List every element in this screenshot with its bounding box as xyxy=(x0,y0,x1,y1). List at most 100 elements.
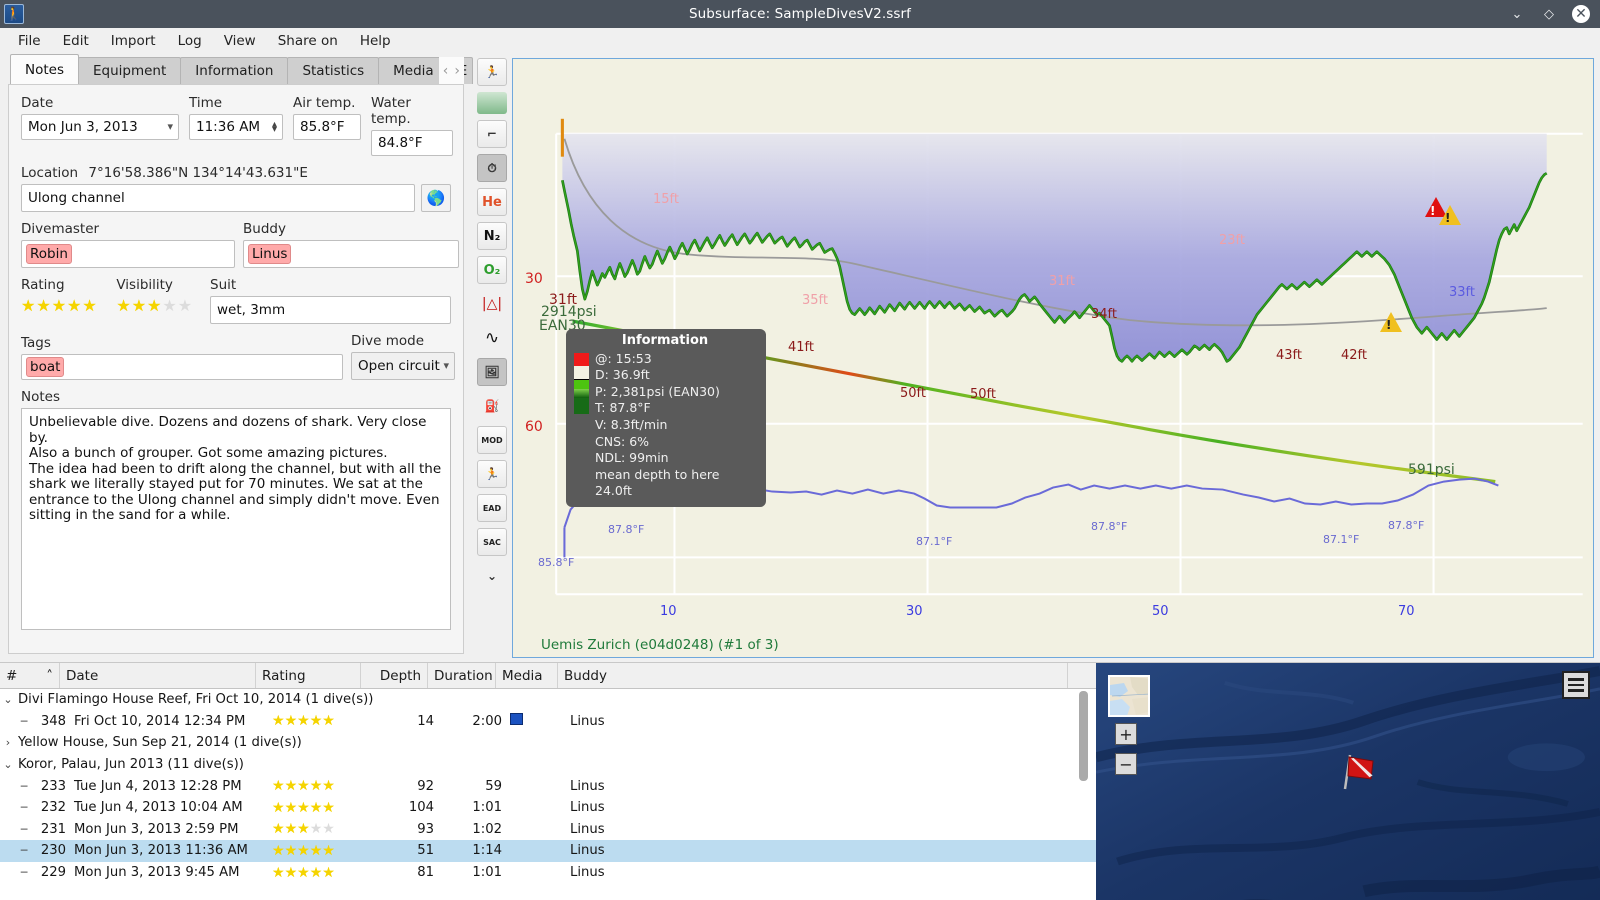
menu-log[interactable]: Log xyxy=(177,32,202,49)
dive-duration: 1:14 xyxy=(472,843,502,859)
map-bathymetry xyxy=(1096,663,1600,900)
ndl-tts-icon[interactable]: 🏃 xyxy=(477,460,507,488)
x-tick: 30 xyxy=(906,604,923,619)
notes-pane: Date Mon Jun 3, 2013 ▾ Time 11:36 AM ▴ ▾ … xyxy=(8,84,464,654)
show-ceiling-icon[interactable]: ⌐ xyxy=(477,120,507,148)
rating-stars[interactable]: ★★★★★ xyxy=(21,296,106,316)
show-photos-icon[interactable]: 🖼 xyxy=(477,358,507,386)
star-filled-icon: ★ xyxy=(297,778,310,795)
star-filled-icon: ★ xyxy=(272,842,285,859)
chevron-down-icon[interactable]: ⌄ xyxy=(3,758,13,772)
dive-list-row[interactable]: ─ 230 Mon Jun 3, 2013 11:36 AM ★★★★★ 51 1:14 L… xyxy=(0,840,1096,862)
map-overview-thumbnail[interactable] xyxy=(1108,675,1150,717)
sac-icon-glyph: SAC xyxy=(483,537,501,547)
heartrate-icon[interactable]: ∿ xyxy=(477,324,507,352)
tab-statistics[interactable]: Statistics xyxy=(287,57,380,84)
menu-edit[interactable]: Edit xyxy=(62,32,89,49)
column-rating[interactable]: Rating xyxy=(256,663,361,688)
star-empty-icon[interactable]: ★ xyxy=(162,296,178,315)
show-tissues-icon[interactable]: ⏱ xyxy=(477,154,507,182)
minimize-button[interactable]: ⌄ xyxy=(1511,6,1523,22)
column-buddy[interactable]: Buddy xyxy=(558,663,1068,688)
depth-annotation: 23ft xyxy=(1219,233,1245,248)
buddy-input[interactable]: Linus xyxy=(243,240,459,268)
information-tooltip: Information @: 15:53 D: 36.9ft P: 2,381p… xyxy=(566,329,766,507)
dive-profile-chart[interactable]: 30 60 31ft 2914psi EAN30 591psi 15ft 40f… xyxy=(512,58,1594,658)
tab-information[interactable]: Information xyxy=(180,57,289,84)
maximize-button[interactable]: ◇ xyxy=(1544,6,1554,22)
dive-list-row[interactable]: ─ 232 Tue Jun 4, 2013 10:04 AM ★★★★★ 104 1:01… xyxy=(0,797,1096,819)
water-temp-field[interactable]: 84.8°F xyxy=(371,130,453,156)
time-label: Time xyxy=(189,95,223,111)
more-options-icon[interactable]: ⌄ xyxy=(477,562,507,590)
menu-import[interactable]: Import xyxy=(110,32,156,49)
time-field[interactable]: 11:36 AM ▴ ▾ xyxy=(189,114,283,140)
column-number[interactable]: # ˄ xyxy=(0,663,60,688)
map-zoom-out-button[interactable]: − xyxy=(1115,753,1137,775)
date-label: Date xyxy=(21,95,54,111)
star-filled-icon[interactable]: ★ xyxy=(116,296,132,315)
notes-textarea[interactable]: Unbelievable dive. Dozens and dozens of … xyxy=(21,408,451,630)
map-zoom-in-button[interactable]: + xyxy=(1115,723,1137,745)
dive-trip-group[interactable]: › Yellow House, Sun Sep 21, 2014 (1 dive(… xyxy=(0,732,1096,754)
menu-file[interactable]: File xyxy=(18,32,41,49)
column-depth[interactable]: Depth xyxy=(361,663,428,688)
menu-share-on[interactable]: Share on xyxy=(277,32,338,49)
menu-help[interactable]: Help xyxy=(359,32,391,49)
star-filled-icon[interactable]: ★ xyxy=(67,296,83,315)
chevron-right-icon[interactable]: › xyxy=(5,736,11,750)
location-input[interactable]: Ulong channel xyxy=(21,184,416,212)
warning-event-icon[interactable] xyxy=(1380,312,1402,332)
tags-input[interactable]: boat xyxy=(21,354,343,380)
tab-media[interactable]: Media xyxy=(378,57,449,84)
dive-flag-marker[interactable] xyxy=(1339,749,1379,791)
divemode-select[interactable]: Open circuit ▾ xyxy=(351,352,455,380)
star-empty-icon[interactable]: ★ xyxy=(177,296,194,315)
map-menu-button[interactable] xyxy=(1562,671,1590,699)
ead-icon[interactable]: EAD xyxy=(477,494,507,522)
map-view[interactable]: + − xyxy=(1096,663,1600,900)
scale-profile-icon[interactable]: 🏃 xyxy=(477,58,507,86)
divemaster-input[interactable]: Robin xyxy=(21,240,235,268)
warning-event-icon[interactable] xyxy=(1439,205,1461,225)
mod-icon[interactable]: MOD xyxy=(477,426,507,454)
show-tanks-icon[interactable]: ⛽ xyxy=(477,392,507,420)
nitrogen-icon[interactable]: N₂ xyxy=(477,222,507,250)
tab-equipment[interactable]: Equipment xyxy=(78,57,182,84)
star-filled-icon[interactable]: ★ xyxy=(147,296,163,315)
dive-list-row[interactable]: ─ 231 Mon Jun 3, 2013 2:59 PM ★★★★★ 93 1:02 Li… xyxy=(0,819,1096,841)
spinner-icon[interactable]: ▴ ▾ xyxy=(271,118,277,135)
dive-list-row[interactable]: ─ 348 Fri Oct 10, 2014 12:34 PM ★★★★★ 14 2:00… xyxy=(0,711,1096,733)
temperature-annotation: 87.8°F xyxy=(1388,519,1425,532)
air-temp-field[interactable]: 85.8°F xyxy=(293,114,361,140)
dive-trip-group[interactable]: ⌄ Koror, Palau, Jun 2013 (11 dive(s)) xyxy=(0,754,1096,776)
dive-trip-group[interactable]: ⌄ Divi Flamingo House Reef, Fri Oct 10, 2… xyxy=(0,689,1096,711)
column-date[interactable]: Date xyxy=(60,663,256,688)
star-filled-icon[interactable]: ★ xyxy=(51,296,68,315)
tab-prev-icon[interactable]: ‹ xyxy=(442,62,449,79)
chevron-down-icon[interactable]: ⌄ xyxy=(3,693,13,707)
dive-list-row[interactable]: ─ 229 Mon Jun 3, 2013 9:45 AM ★★★★★ 81 1:01 Li… xyxy=(0,862,1096,884)
tab-notes[interactable]: Notes xyxy=(10,54,79,84)
star-filled-icon[interactable]: ★ xyxy=(131,296,148,315)
star-filled-icon[interactable]: ★ xyxy=(36,296,52,315)
oxygen-icon[interactable]: O₂ xyxy=(477,256,507,284)
vertical-scrollbar[interactable] xyxy=(1079,691,1088,781)
deco-info-icon[interactable]: |△| xyxy=(477,290,507,318)
alarm-event-glyph: ! xyxy=(1430,204,1436,218)
menu-view[interactable]: View xyxy=(223,32,256,49)
close-button[interactable]: ✕ xyxy=(1572,5,1590,23)
globe-icon[interactable]: 🌎 xyxy=(421,184,451,212)
dive-list-row[interactable]: ─ 233 Tue Jun 4, 2013 12:28 PM ★★★★★ 92 59 Lin… xyxy=(0,775,1096,797)
sac-icon[interactable]: SAC xyxy=(477,528,507,556)
date-field[interactable]: Mon Jun 3, 2013 ▾ xyxy=(21,114,179,140)
star-filled-icon[interactable]: ★ xyxy=(82,296,98,315)
suit-input[interactable]: wet, 3mm xyxy=(210,296,451,324)
star-filled-icon[interactable]: ★ xyxy=(21,296,37,315)
depth-gradient-icon[interactable] xyxy=(477,92,507,114)
column-media[interactable]: Media xyxy=(496,663,558,688)
tab-next-icon[interactable]: › xyxy=(454,62,460,79)
visibility-stars[interactable]: ★★★★★ xyxy=(116,296,200,316)
column-duration[interactable]: Duration xyxy=(428,663,496,688)
helium-icon[interactable]: He xyxy=(477,188,507,216)
